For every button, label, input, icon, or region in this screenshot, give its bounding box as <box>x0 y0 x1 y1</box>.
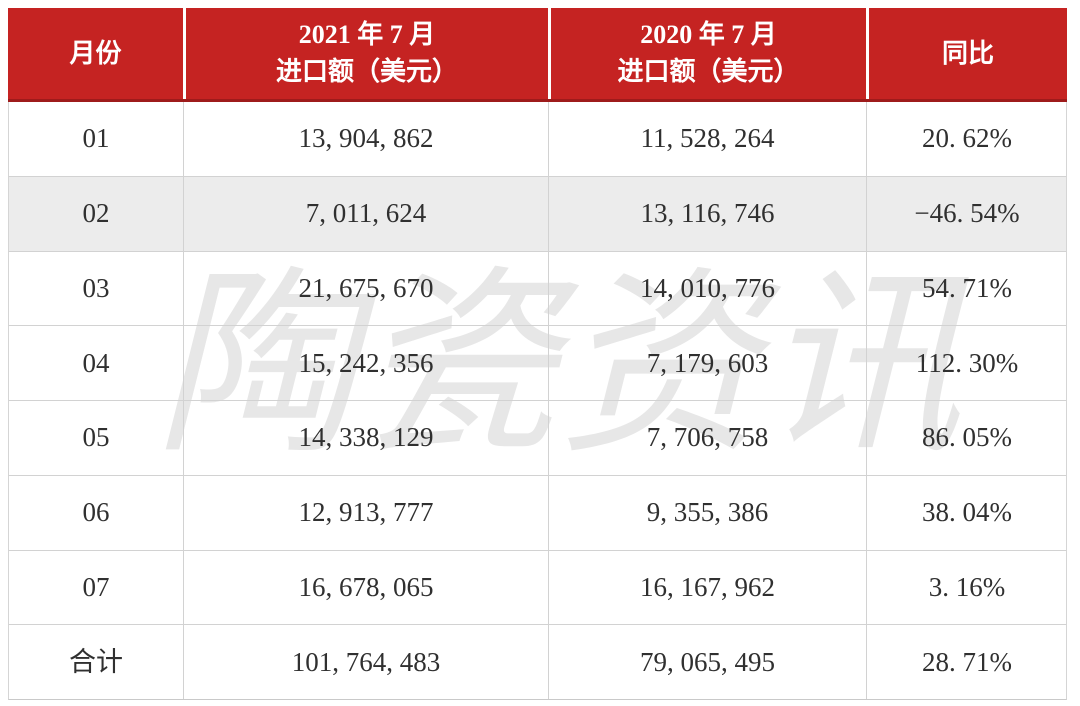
cell-2021-value: 101, 764, 483 <box>183 625 548 699</box>
header-month-label: 月份 <box>69 38 122 68</box>
cell-2020-value: 14, 010, 776 <box>548 251 866 326</box>
cell-yoy: −46. 54% <box>866 176 1067 251</box>
table-row: 07 16, 678, 065 16, 167, 962 3. 16% <box>8 550 1067 626</box>
cell-yoy: 38. 04% <box>866 475 1067 550</box>
table-row: 02 7, 011, 624 13, 116, 746 −46. 54% <box>8 176 1067 252</box>
header-yoy: 同比 <box>866 8 1067 99</box>
cell-month: 合计 <box>69 646 123 677</box>
table-row: 04 15, 242, 356 7, 179, 603 112. 30% <box>8 326 1067 401</box>
cell-yoy: 3. 16% <box>866 550 1067 625</box>
cell-2020-value: 7, 179, 603 <box>548 326 866 400</box>
table-row: 06 12, 913, 777 9, 355, 386 38. 04% <box>8 475 1067 551</box>
header-2021-line1: 2021 年 7 月 <box>298 20 436 49</box>
cell-2021-value: 14, 338, 129 <box>183 401 548 475</box>
cell-2020-value: 9, 355, 386 <box>548 475 866 550</box>
import-comparison-table: 月份 2021 年 7 月 进口额（美元） 2020 年 7 月 进口额（美元）… <box>8 8 1067 700</box>
header-2021-line2: 进口额（美元） <box>275 57 458 86</box>
watermark-text: 陶瓷资讯 <box>155 257 964 478</box>
table-row: 01 13, 904, 862 11, 528, 264 20. 62% <box>8 102 1067 177</box>
table-row: 03 21, 675, 670 14, 010, 776 54. 71% <box>8 251 1067 327</box>
header-month: 月份 <box>8 8 183 99</box>
cell-yoy: 28. 71% <box>866 625 1067 699</box>
header-yoy-label: 同比 <box>941 38 994 68</box>
cell-2020-value: 11, 528, 264 <box>548 102 866 176</box>
header-2020-line1: 2020 年 7 月 <box>640 20 777 49</box>
cell-month: 01 <box>82 123 110 154</box>
cell-month: 06 <box>82 497 110 528</box>
cell-yoy: 112. 30% <box>866 326 1067 400</box>
cell-yoy: 86. 05% <box>866 401 1067 475</box>
cell-2021-value: 7, 011, 624 <box>183 176 548 251</box>
cell-yoy: 54. 71% <box>866 251 1067 326</box>
header-2021-import: 2021 年 7 月 进口额（美元） <box>183 8 548 99</box>
cell-month: 03 <box>82 272 110 303</box>
cell-2021-value: 15, 242, 356 <box>183 326 548 400</box>
header-2020-import: 2020 年 7 月 进口额（美元） <box>548 8 866 99</box>
table-row: 05 14, 338, 129 7, 706, 758 86. 05% <box>8 401 1067 476</box>
cell-2021-value: 12, 913, 777 <box>183 475 548 550</box>
cell-2021-value: 13, 904, 862 <box>183 102 548 176</box>
cell-month: 02 <box>82 198 110 229</box>
header-2020-line2: 进口额（美元） <box>617 57 800 86</box>
cell-2020-value: 79, 065, 495 <box>548 625 866 699</box>
cell-2021-value: 21, 675, 670 <box>183 251 548 326</box>
cell-month: 07 <box>82 571 110 602</box>
cell-2020-value: 7, 706, 758 <box>548 401 866 475</box>
table-header-row: 月份 2021 年 7 月 进口额（美元） 2020 年 7 月 进口额（美元）… <box>8 8 1067 102</box>
cell-2020-value: 16, 167, 962 <box>548 550 866 625</box>
cell-2020-value: 13, 116, 746 <box>548 176 866 251</box>
cell-yoy: 20. 62% <box>866 102 1067 176</box>
table-row-total: 合计 101, 764, 483 79, 065, 495 28. 71% <box>8 625 1067 700</box>
cell-month: 04 <box>82 347 110 378</box>
cell-month: 05 <box>82 422 110 453</box>
cell-2021-value: 16, 678, 065 <box>183 550 548 625</box>
